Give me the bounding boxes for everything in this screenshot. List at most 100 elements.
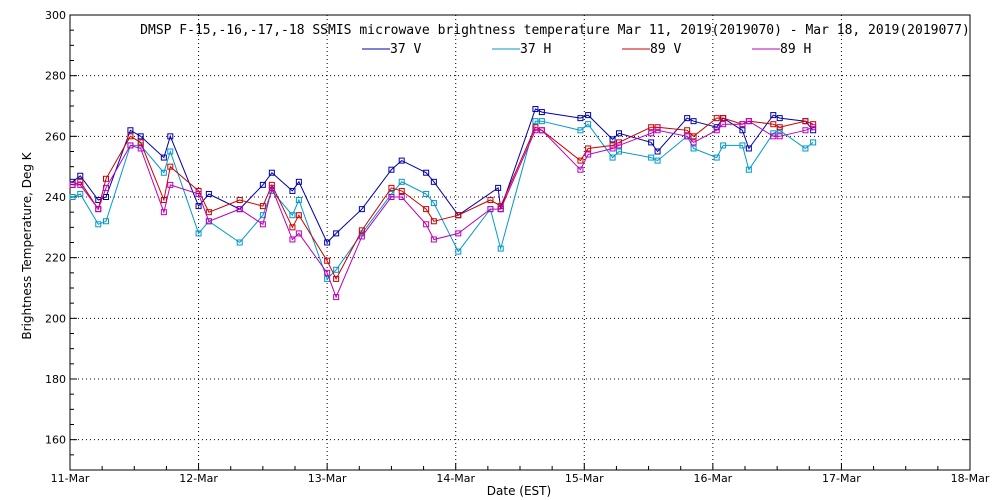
data-point [713, 154, 720, 161]
plot-frame [69, 14, 971, 471]
data-point [69, 181, 76, 188]
data-point [358, 233, 365, 240]
data-point [195, 187, 202, 194]
data-point [455, 212, 462, 219]
data-point [137, 145, 144, 152]
x-tick-label: 12-Mar [179, 472, 218, 485]
data-point [398, 157, 405, 164]
data-point [648, 139, 655, 146]
legend-label-37-v: 37 V [390, 42, 421, 57]
data-point [802, 145, 809, 152]
series-37-h [69, 118, 817, 282]
data-point [95, 221, 102, 228]
data-point [324, 257, 331, 264]
data-point [167, 163, 174, 170]
data-point [585, 145, 592, 152]
data-point [289, 236, 296, 243]
data-point [497, 245, 504, 252]
data-point [770, 112, 777, 119]
data-point [160, 209, 167, 216]
data-point [423, 206, 430, 213]
data-point [776, 133, 783, 140]
data-point [160, 169, 167, 176]
series-line-37-v [72, 108, 814, 244]
data-point [690, 133, 697, 140]
x-tick-label: 13-Mar [308, 472, 347, 485]
data-point [487, 206, 494, 213]
data-point [423, 190, 430, 197]
data-point [684, 115, 691, 122]
data-point [532, 118, 539, 125]
data-point [739, 142, 746, 149]
data-point [195, 190, 202, 197]
y-tick-label: 160 [45, 434, 66, 447]
data-point [103, 218, 109, 225]
data-point [388, 184, 395, 191]
data-point [333, 266, 340, 273]
data-point [160, 154, 167, 161]
data-point [398, 178, 405, 185]
data-point [577, 157, 584, 164]
data-point [268, 184, 275, 191]
series-line-89-h [72, 120, 814, 299]
x-tick-label: 17-Mar [822, 472, 861, 485]
data-point [205, 209, 212, 216]
data-point [205, 218, 212, 225]
data-point [497, 206, 504, 213]
legend-label-89-h: 89 H [780, 42, 811, 57]
data-point [289, 187, 296, 194]
data-point [577, 115, 584, 122]
data-point [167, 148, 174, 155]
data-point [77, 190, 84, 197]
data-point [690, 118, 697, 125]
data-point [585, 112, 592, 119]
data-point [137, 133, 144, 140]
data-point [324, 239, 331, 246]
data-point [532, 106, 539, 113]
data-point [195, 203, 202, 210]
data-point [388, 194, 395, 200]
data-point [295, 197, 302, 204]
data-point [654, 157, 661, 164]
data-point [205, 190, 212, 197]
data-point [430, 218, 437, 225]
data-point [103, 175, 109, 182]
data-point [585, 151, 592, 158]
data-point [739, 121, 746, 128]
y-tick-label: 280 [45, 70, 66, 83]
series-89-v [69, 115, 817, 282]
x-tick-label: 18-Mar [951, 472, 990, 485]
data-point [95, 206, 102, 213]
data-point [690, 139, 697, 146]
data-point [585, 121, 592, 128]
data-point [745, 166, 752, 173]
data-point [770, 133, 777, 140]
data-point [259, 203, 266, 210]
data-point [538, 109, 545, 116]
data-point [810, 139, 817, 146]
data-point [776, 127, 783, 134]
data-point [455, 248, 462, 255]
y-tick-label: 220 [45, 252, 66, 265]
data-point [713, 115, 720, 122]
data-point [127, 127, 134, 134]
data-point [236, 206, 243, 213]
data-point [69, 194, 76, 200]
data-point [776, 124, 783, 131]
data-point [236, 239, 243, 246]
data-point [289, 224, 296, 231]
data-point [388, 190, 395, 197]
data-point [532, 124, 539, 131]
data-point [577, 166, 584, 173]
data-point [810, 127, 817, 134]
x-tick-label: 14-Mar [436, 472, 475, 485]
data-point [532, 127, 539, 134]
series-37-v [69, 106, 817, 246]
data-point [577, 127, 584, 134]
data-point [77, 181, 84, 188]
data-point [739, 127, 746, 134]
x-axis-label: Date (EST) [487, 484, 551, 498]
data-point [654, 148, 661, 155]
data-point [802, 127, 809, 134]
